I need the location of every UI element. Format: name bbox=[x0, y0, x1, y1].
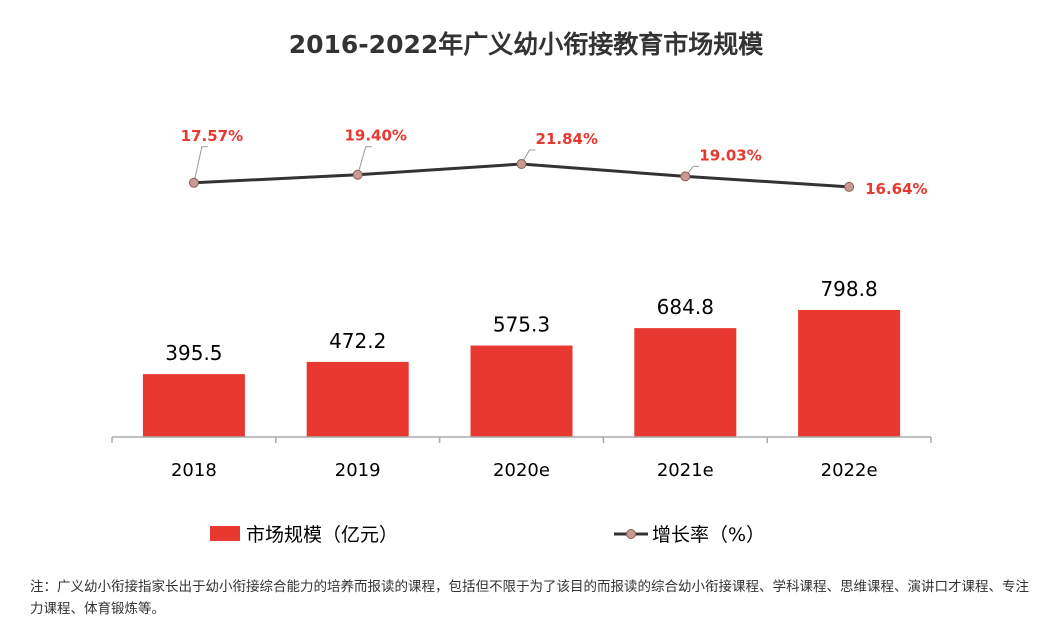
bar-series: 395.5 472.2 575.3 684.8 798.8 bbox=[142, 277, 901, 437]
bar-value-label: 684.8 bbox=[657, 295, 714, 319]
bar-value-label: 395.5 bbox=[165, 341, 222, 365]
x-axis: 2018 2019 2020e 2021e 2022e bbox=[111, 436, 932, 481]
rate-point-2019 bbox=[352, 169, 363, 180]
bar-2020e bbox=[470, 345, 573, 437]
legend: 市场规模（亿元） 增长率（%） bbox=[210, 524, 765, 546]
rate-point-2022e bbox=[844, 181, 855, 192]
rate-point-2021e bbox=[680, 171, 691, 182]
rate-value-label: 19.03% bbox=[699, 146, 761, 164]
rate-point-2020e bbox=[516, 159, 527, 169]
growth-rate-series: 17.57% 19.40% 21.84% 19.03% 16.64% bbox=[181, 127, 928, 198]
bar-2018 bbox=[142, 374, 245, 437]
rate-value-label: 21.84% bbox=[536, 130, 598, 148]
chart-title: 2016-2022年广义幼小衔接教育市场规模 bbox=[289, 30, 765, 59]
bar-value-label: 472.2 bbox=[329, 329, 386, 353]
legend-bar-label: 市场规模（亿元） bbox=[246, 524, 398, 546]
legend-bar-swatch bbox=[210, 526, 240, 541]
x-tick-label: 2021e bbox=[657, 460, 714, 481]
bar-value-label: 798.8 bbox=[820, 277, 877, 301]
legend-line-marker bbox=[626, 529, 636, 539]
x-tick-label: 2020e bbox=[493, 460, 550, 481]
rate-value-label: 16.64% bbox=[865, 180, 927, 198]
bar-value-label: 575.3 bbox=[493, 313, 550, 337]
rate-leader-line bbox=[521, 149, 536, 165]
rate-value-label: 17.57% bbox=[181, 127, 243, 145]
bar-2021e bbox=[634, 328, 737, 437]
legend-line-label: 增长率（%） bbox=[652, 524, 765, 546]
x-tick-label: 2022e bbox=[821, 460, 878, 481]
footnote: 注：广义幼小衔接指家长出于幼小衔接综合能力的培养而报读的课程，包括但不限于为了该… bbox=[30, 579, 1029, 617]
x-tick-label: 2019 bbox=[335, 460, 381, 481]
bar-2019 bbox=[306, 361, 409, 437]
rate-point-2018 bbox=[188, 177, 199, 188]
x-tick-label: 2018 bbox=[171, 460, 217, 481]
rate-leader-line bbox=[193, 146, 208, 183]
chart: 2016-2022年广义幼小衔接教育市场规模 395.5 472.2 575.3 68… bbox=[111, 30, 932, 546]
rate-value-label: 19.40% bbox=[344, 127, 406, 145]
rate-leader-line bbox=[357, 146, 372, 175]
bar-2022e bbox=[798, 309, 901, 437]
